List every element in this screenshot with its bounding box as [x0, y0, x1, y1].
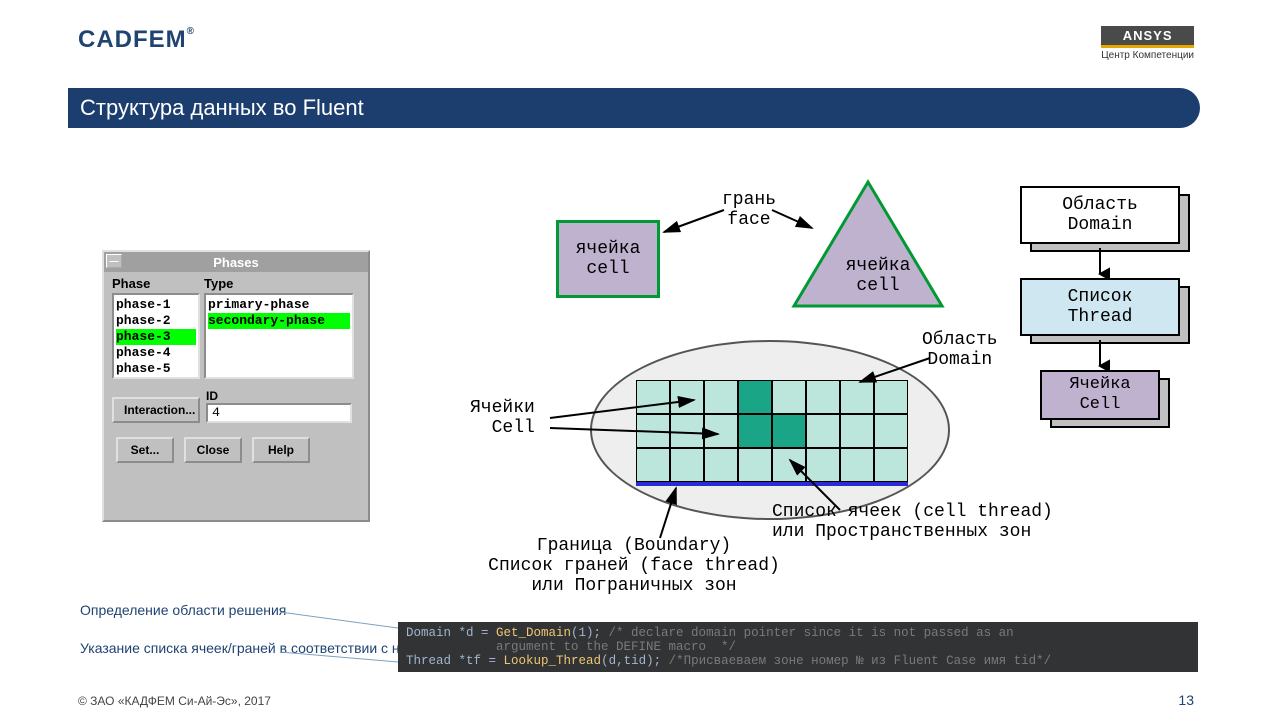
phase-listbox[interactable]: phase-1phase-2phase-3phase-4phase-5: [112, 293, 200, 379]
grid-cell: [874, 448, 908, 482]
close-button[interactable]: Close: [184, 437, 242, 463]
hier-thread-box: Список Thread: [1020, 278, 1180, 336]
face-label-en: face: [722, 210, 776, 230]
hier-domain-ru: Область: [1062, 195, 1138, 215]
list-item[interactable]: phase-3: [116, 329, 196, 345]
hier-cell-box: Ячейка Cell: [1040, 370, 1180, 420]
hier-domain-en: Domain: [1068, 215, 1133, 235]
cells-label-en: Cell: [470, 418, 535, 438]
cells-label: Ячейки Cell: [470, 398, 535, 438]
note-domain-def: Определение области решения: [80, 602, 286, 618]
list-item[interactable]: phase-5: [116, 361, 196, 377]
face-label-ru: грань: [722, 190, 776, 210]
dialog-titlebar: — Phases: [104, 252, 368, 272]
grid-cell: [806, 414, 840, 448]
domain-label: Область Domain: [922, 330, 998, 370]
phases-dialog: — Phases Phase Type phase-1phase-2phase-…: [102, 250, 370, 522]
hier-thread-ru: Список: [1068, 287, 1133, 307]
list-item[interactable]: primary-phase: [208, 297, 350, 313]
cell-square-ru: ячейка: [576, 239, 641, 259]
type-listbox[interactable]: primary-phasesecondary-phase: [204, 293, 354, 379]
cell-square-en: cell: [586, 259, 629, 279]
cell-triangle-en: cell: [830, 276, 926, 296]
domain-label-ru: Область: [922, 330, 998, 350]
grid-cell: [738, 380, 772, 414]
set-button[interactable]: Set...: [116, 437, 174, 463]
grid-cell: [874, 414, 908, 448]
ansys-brand: ANSYS: [1101, 26, 1194, 48]
column-header-phase: Phase: [112, 276, 204, 291]
cell-triangle-ru: ячейка: [830, 256, 926, 276]
grid-cell: [704, 448, 738, 482]
column-header-type: Type: [204, 276, 233, 291]
ansys-logo: ANSYS Центр Компетенции: [1101, 26, 1194, 61]
grid-cell: [772, 448, 806, 482]
interaction-button[interactable]: Interaction...: [112, 397, 200, 423]
grid-cell: [636, 414, 670, 448]
cells-label-ru: Ячейки: [470, 398, 535, 418]
hierarchy-stage: Область Domain Список Thread Ячейка Cell: [1020, 186, 1180, 454]
grid-cell: [636, 380, 670, 414]
code-block: Domain *d = Get_Domain(1); /* declare do…: [398, 622, 1198, 672]
grid-cell: [670, 414, 704, 448]
grid-cell: [806, 448, 840, 482]
page-number: 13: [1178, 692, 1194, 708]
grid-cell: [704, 380, 738, 414]
ansys-subtitle: Центр Компетенции: [1101, 50, 1194, 61]
domain-label-en: Domain: [922, 350, 998, 370]
cell-grid: [636, 380, 908, 482]
cell-triangle-label: ячейка cell: [830, 256, 926, 296]
grid-cell: [704, 414, 738, 448]
id-label: ID: [206, 389, 352, 403]
list-item[interactable]: phase-4: [116, 345, 196, 361]
grid-cell: [840, 414, 874, 448]
grid-cell: [874, 380, 908, 414]
face-label: грань face: [722, 190, 776, 230]
cadfem-logo: CADFEM®: [78, 26, 195, 54]
grid-cell: [772, 414, 806, 448]
boundary-label-l3: или Пограничных зон: [444, 576, 824, 596]
id-input[interactable]: [206, 403, 352, 423]
dialog-title: Phases: [213, 255, 259, 270]
list-item[interactable]: phase-2: [116, 313, 196, 329]
grid-cell: [670, 380, 704, 414]
list-item[interactable]: phase-1: [116, 297, 196, 313]
grid-cell: [738, 448, 772, 482]
slide-title: Структура данных во Fluent: [80, 95, 364, 121]
grid-cell: [636, 448, 670, 482]
cell-square: ячейка cell: [556, 220, 660, 298]
boundary-label-l1: Граница (Boundary): [444, 536, 824, 556]
hier-cell-en: Cell: [1080, 395, 1121, 415]
copyright: © ЗАО «КАДФЕМ Си-Ай-Эс», 2017: [78, 694, 271, 708]
slide-title-bar: Структура данных во Fluent: [68, 88, 1200, 128]
boundary-label: Граница (Boundary) Список граней (face t…: [444, 536, 824, 596]
cadfem-logo-text: CADFEM: [78, 26, 187, 53]
hier-domain-box: Область Domain: [1020, 186, 1180, 244]
grid-cell: [806, 380, 840, 414]
boundary-label-l2: Список граней (face thread): [444, 556, 824, 576]
grid-cell: [670, 448, 704, 482]
hier-thread-en: Thread: [1068, 307, 1133, 327]
system-menu-icon[interactable]: —: [106, 254, 122, 268]
grid-cell: [738, 414, 772, 448]
grid-cell: [772, 380, 806, 414]
grid-cell: [840, 448, 874, 482]
boundary-line: [636, 482, 908, 486]
hier-cell-ru: Ячейка: [1069, 375, 1130, 395]
grid-cell: [840, 380, 874, 414]
help-button[interactable]: Help: [252, 437, 310, 463]
cellthread-label-l1: Список ячеек (cell thread): [772, 502, 1053, 522]
list-item[interactable]: secondary-phase: [208, 313, 350, 329]
